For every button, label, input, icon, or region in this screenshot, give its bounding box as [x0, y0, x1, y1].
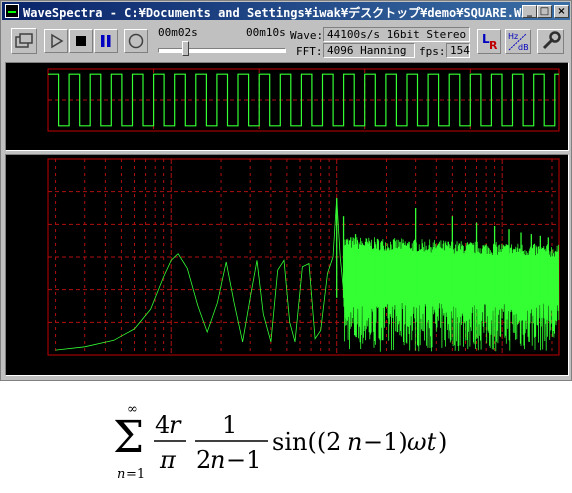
- settings-icon: [15, 33, 33, 48]
- db-text: dB: [518, 43, 529, 52]
- fft-setting-field[interactable]: 4096 Hanning: [323, 43, 415, 58]
- svg-text:): ): [438, 428, 447, 456]
- record-icon: [128, 33, 144, 49]
- settings-button[interactable]: [11, 28, 37, 54]
- slider-track: [158, 48, 286, 53]
- lr-right-text: R: [489, 39, 498, 52]
- stop-button[interactable]: [69, 29, 93, 53]
- close-button[interactable]: ×: [554, 5, 569, 18]
- hz-db-icon: Hz dB: [508, 32, 529, 52]
- hz-text: Hz: [508, 32, 518, 41]
- fps-field: 154: [446, 43, 470, 58]
- waveform-panel: [5, 62, 569, 151]
- waveform-trace: [48, 73, 559, 127]
- slider-thumb[interactable]: [182, 41, 189, 56]
- app-icon[interactable]: [5, 4, 19, 18]
- stop-icon: [76, 36, 86, 46]
- fps-label: fps:: [419, 45, 446, 58]
- minimize-button[interactable]: _: [522, 5, 537, 18]
- svg-text:ωt: ωt: [407, 428, 437, 456]
- pause-button[interactable]: [94, 29, 118, 53]
- lr-channel-button[interactable]: L R: [477, 29, 501, 54]
- wrench-button[interactable]: [537, 29, 564, 54]
- svg-text:−1): −1): [363, 428, 408, 456]
- window-title: WaveSpectra - C:¥Documents and Settings¥…: [23, 6, 536, 20]
- svg-text:sin((2: sin((2: [272, 428, 341, 456]
- pause-icon: [101, 35, 111, 47]
- svg-text:∞: ∞: [127, 402, 138, 417]
- lr-channel-icon: L R: [482, 32, 498, 52]
- svg-text:2: 2: [196, 446, 211, 474]
- wave-format-field: 44100s/s 16bit Stereo: [323, 27, 470, 42]
- svg-text:4: 4: [155, 411, 170, 439]
- hz-db-button[interactable]: Hz dB: [505, 29, 531, 54]
- spectrum-trace: [55, 198, 560, 352]
- fourier-series-formula: ∞ Σ n =1 4 r π 1 2 n −1 sin((2 n −1) ωt …: [113, 402, 447, 482]
- svg-text:n: n: [210, 446, 225, 474]
- svg-text:−1: −1: [226, 446, 261, 474]
- time-end-label: 00m10s: [246, 26, 286, 39]
- svg-text:π: π: [159, 446, 177, 474]
- wave-label: Wave:: [290, 29, 324, 42]
- time-start-label: 00m02s: [158, 26, 198, 39]
- svg-text:Σ: Σ: [113, 412, 144, 463]
- position-slider[interactable]: [158, 41, 286, 59]
- svg-text:r: r: [169, 411, 182, 439]
- spectrum-panel: [5, 154, 569, 376]
- title-bar[interactable]: WaveSpectra - C:¥Documents and Settings¥…: [2, 2, 570, 20]
- waveform-chart: [47, 68, 560, 132]
- fft-label: FFT:: [296, 45, 323, 58]
- svg-text:n: n: [117, 467, 125, 482]
- maximize-button[interactable]: □: [537, 5, 552, 18]
- svg-text:1: 1: [222, 411, 237, 439]
- svg-text:n: n: [347, 428, 362, 456]
- spectrum-chart: [47, 158, 560, 356]
- svg-text:=1: =1: [126, 467, 145, 482]
- record-button[interactable]: [124, 29, 148, 53]
- wavespectra-window: WaveSpectra - C:¥Documents and Settings¥…: [0, 0, 572, 381]
- lr-left-text: L: [482, 32, 490, 46]
- play-icon: [51, 33, 64, 49]
- play-button[interactable]: [44, 29, 68, 53]
- wrench-icon: [542, 31, 561, 50]
